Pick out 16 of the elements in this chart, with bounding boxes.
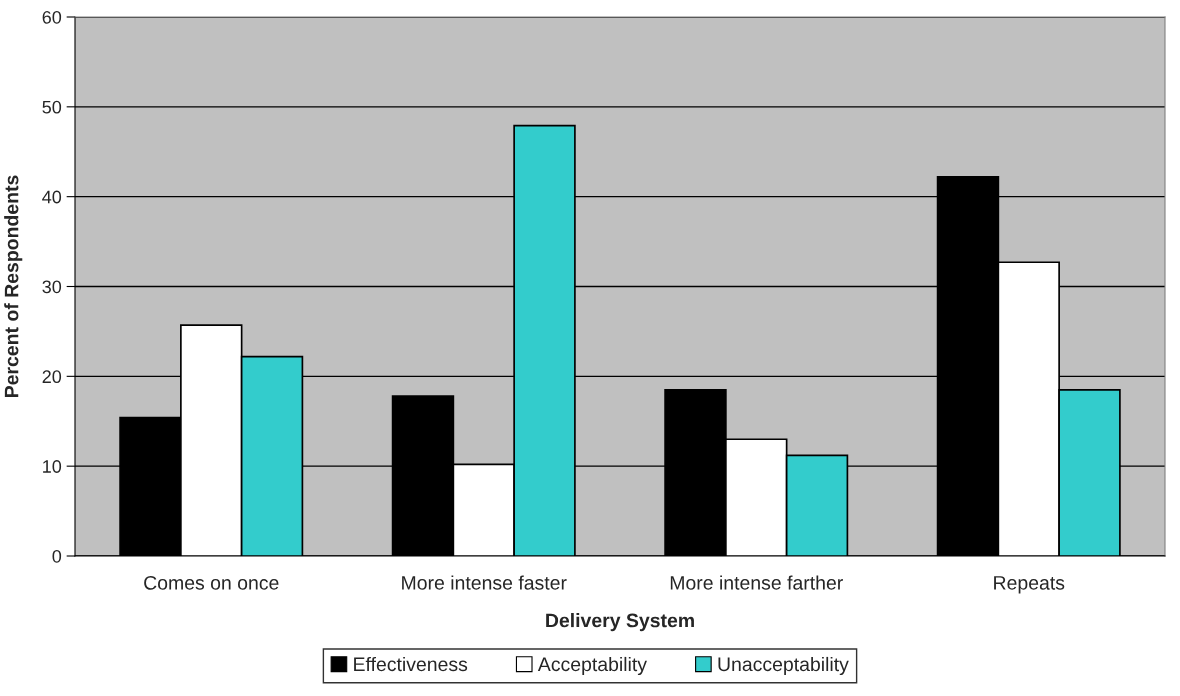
x-tick-label: More intense farther — [670, 575, 843, 590]
x-tick-label: Repeats — [994, 576, 1065, 594]
x-axis-title: Delivery System — [546, 613, 694, 632]
legend-label: Effectiveness — [354, 656, 468, 672]
y-tick-label: 60 — [42, 10, 62, 24]
y-tick-label: 50 — [42, 100, 62, 114]
y-tick-label: 40 — [42, 190, 62, 204]
legend-label: Unacceptability — [718, 656, 849, 676]
x-tick-label: Comes on once — [144, 575, 279, 590]
y-axis-title: Percent of Respondents — [4, 175, 23, 398]
y-tick-label: 30 — [42, 280, 62, 294]
y-tick-label: 10 — [43, 460, 62, 473]
legend-label: Acceptability — [537, 656, 647, 676]
y-tick-label: 0 — [52, 549, 62, 563]
x-tick-label: More intense faster — [402, 575, 567, 590]
y-tick-label: 20 — [42, 370, 62, 384]
